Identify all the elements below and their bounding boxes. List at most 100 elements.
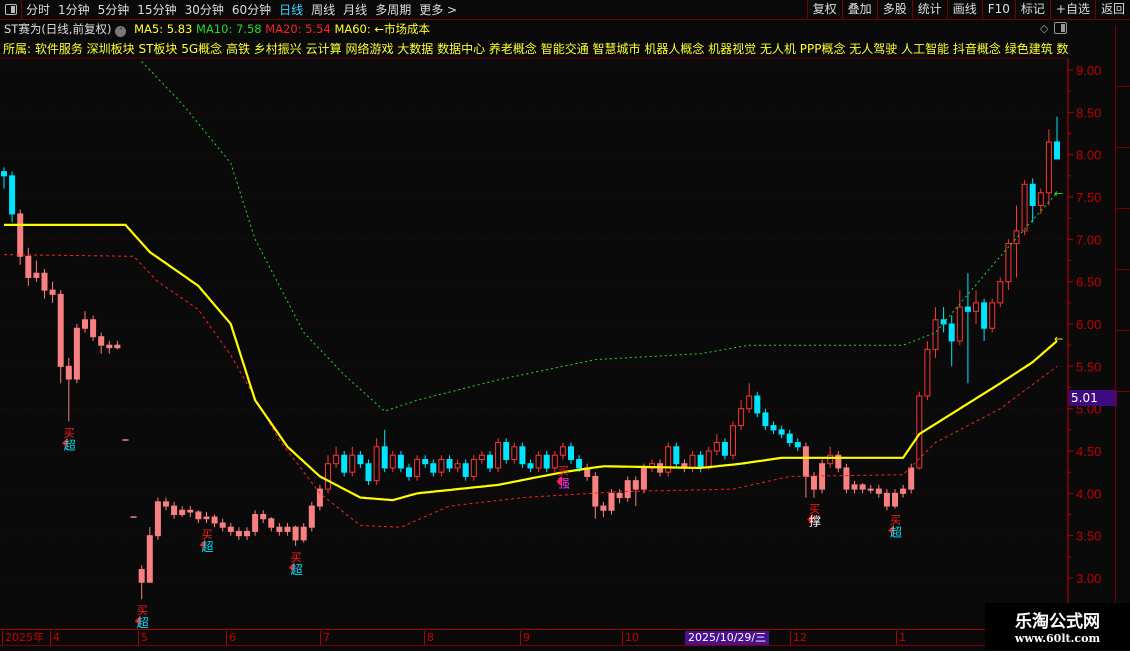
watermark-logo: 乐淘公式网 www.60lt.com: [985, 603, 1130, 650]
date-label: 12: [790, 631, 807, 645]
candle-body: [940, 319, 947, 325]
side-tab[interactable]: [1116, 209, 1130, 270]
candle-body: [932, 319, 939, 350]
date-label: 2025年: [2, 631, 44, 645]
toolbar-button[interactable]: 统计: [911, 0, 947, 19]
candle-body: [543, 454, 550, 469]
candle-body: [883, 492, 890, 507]
candle-body: [511, 446, 518, 460]
ma-arrow-icon: ←: [1054, 332, 1063, 345]
toolbar-button[interactable]: F10: [981, 0, 1015, 19]
side-tab[interactable]: [1116, 26, 1130, 87]
candle-body: [640, 467, 647, 490]
candle-body: [981, 302, 988, 329]
candle-body: [138, 569, 145, 583]
candle-body: [867, 488, 874, 491]
candle-body: [900, 488, 907, 494]
signal-type-label: 超: [890, 525, 902, 540]
side-tab[interactable]: [1116, 331, 1130, 392]
toolbar-button[interactable]: 返回: [1094, 0, 1130, 19]
tab-period[interactable]: 分时: [26, 3, 51, 17]
candle-body: [227, 526, 234, 532]
toolbar-buttons: 复权 叠加 多股 统计 画线 F10 标记 +自选 返回: [806, 0, 1130, 19]
tab-period[interactable]: 60分钟: [231, 3, 272, 17]
tab-period[interactable]: 月线: [343, 3, 368, 17]
candle-body: [260, 514, 267, 520]
candle-body: [325, 463, 331, 490]
toolbar-button[interactable]: 叠加: [841, 0, 877, 19]
chart-title-bar: ST赛为(日线,前复权) ˅ MA5: 5.83 MA10: 7.58 MA20:…: [4, 21, 430, 37]
candle-body: [284, 526, 291, 532]
tab-period[interactable]: 30分钟: [184, 3, 224, 17]
candle-body: [616, 492, 623, 499]
side-tab[interactable]: [1116, 270, 1130, 331]
tab-period[interactable]: 5分钟: [97, 3, 130, 17]
candle-body: [778, 429, 785, 435]
candle-body: [146, 535, 153, 583]
candle-body: [308, 505, 315, 528]
date-label: 5: [138, 631, 148, 645]
toolbar-button[interactable]: 多股: [876, 0, 912, 19]
candle-body: [600, 505, 607, 511]
tab-period[interactable]: 15分钟: [137, 3, 177, 17]
toolbar-button[interactable]: 画线: [946, 0, 982, 19]
toolbar-button[interactable]: 复权: [806, 0, 842, 19]
candle-body: [187, 509, 194, 513]
candle-body: [559, 446, 566, 456]
candle-body: [357, 454, 364, 465]
candle-body: [389, 454, 396, 469]
candle-body: [292, 526, 299, 541]
candle-body: [762, 412, 769, 427]
candle-body: [908, 467, 915, 490]
toolbar-button[interactable]: 标记: [1014, 0, 1050, 19]
tab-period[interactable]: 1分钟: [58, 3, 90, 17]
candle-body: [786, 433, 793, 444]
candle-body: [341, 454, 348, 473]
candle-body: [106, 344, 113, 349]
candle-body: [73, 327, 80, 380]
toolbar-button[interactable]: +自选: [1049, 0, 1095, 19]
y-tick-label: 3.00: [1076, 571, 1101, 586]
tab-period[interactable]: 日线: [279, 3, 304, 17]
candle-body: [956, 306, 963, 342]
tab-period[interactable]: 更多 >: [419, 3, 458, 17]
candle-body: [1054, 141, 1060, 160]
side-tab[interactable]: [1116, 148, 1130, 209]
candle-body: [373, 446, 380, 482]
panel-toggle-icon[interactable]: [0, 0, 22, 19]
candle-body: [114, 344, 121, 349]
panel-toggle-icon[interactable]: [1054, 22, 1067, 34]
candle-body: [989, 302, 996, 329]
candle-body: [470, 458, 477, 477]
buy-arrow-icon: [134, 615, 141, 626]
side-tab[interactable]: [1116, 87, 1130, 148]
candle-body: [608, 492, 615, 511]
candle-body: [746, 395, 753, 410]
candle-body: [1037, 192, 1044, 206]
y-tick-label: 7.50: [1076, 190, 1101, 205]
candle-body: [17, 213, 24, 257]
chevron-down-icon[interactable]: ˅: [115, 26, 127, 37]
signal-type-label: 超: [202, 539, 214, 554]
candle-body: [843, 467, 850, 490]
candle-body: [754, 395, 761, 414]
candle-body: [697, 454, 704, 469]
candle-body: [527, 463, 534, 469]
candle-body: [235, 530, 242, 537]
candle-body: [713, 442, 720, 452]
candle-body: [1005, 243, 1012, 283]
ma10-label: MA10: 7.58: [196, 22, 262, 36]
candle-body: [41, 272, 48, 291]
signal-buy-label: 买: [809, 503, 820, 516]
candle-body: [154, 501, 161, 537]
candle-body: [802, 446, 809, 477]
buy-arrow-icon: [888, 524, 894, 535]
tab-period[interactable]: 周线: [311, 3, 336, 17]
signal-type-label: 强: [558, 476, 570, 490]
buy-arrow-icon: [555, 475, 562, 486]
candle-body: [948, 323, 955, 342]
candle-body: [770, 425, 777, 431]
diamond-icon[interactable]: ◇: [1040, 22, 1049, 35]
tab-period[interactable]: 多周期: [375, 3, 412, 17]
